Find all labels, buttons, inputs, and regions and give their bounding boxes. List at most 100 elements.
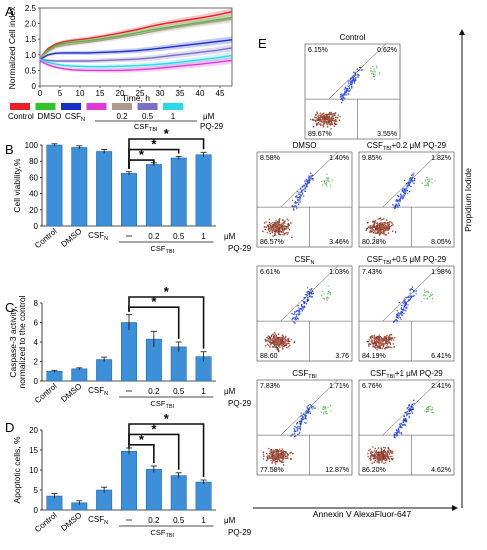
flow-dot <box>398 202 400 205</box>
flow-dot <box>410 295 412 297</box>
flow-dot <box>292 208 295 210</box>
flow-dot <box>389 221 391 223</box>
flow-dot <box>275 451 277 454</box>
flow-dot <box>347 81 349 83</box>
flow-dot <box>308 182 310 184</box>
quadrant-ll: 86.20% <box>362 467 386 474</box>
flow-dot <box>407 192 409 195</box>
flow-dot <box>330 185 332 187</box>
flow-dot <box>403 415 405 417</box>
flow-dot <box>301 190 303 192</box>
flow-dot <box>383 228 385 230</box>
flow-dot <box>348 80 350 82</box>
flow-dot <box>353 75 355 77</box>
flow-dot <box>276 449 279 451</box>
bar <box>46 144 63 227</box>
flow-dot <box>356 74 358 76</box>
flow-dot <box>431 409 433 411</box>
flow-dot <box>378 223 380 225</box>
flow-dot <box>280 226 283 229</box>
flow-dot <box>382 454 385 456</box>
flow-dot <box>311 296 313 298</box>
flow-dot <box>304 422 306 424</box>
flow-dot <box>330 123 332 126</box>
xtick-label-dose: 0.2 <box>148 232 160 241</box>
flow-dot <box>403 179 406 181</box>
flow-dot <box>283 451 285 453</box>
flow-dot <box>277 451 279 453</box>
flow-dot <box>294 205 296 207</box>
flow-dot <box>401 198 404 200</box>
flow-dot <box>273 332 276 334</box>
flow-dot <box>300 188 302 190</box>
flow-dot <box>379 71 381 74</box>
flow-dot <box>316 111 318 113</box>
flow-dot <box>379 454 382 457</box>
flow-dot <box>293 341 296 343</box>
quadrant-ll: 89.67% <box>308 131 332 138</box>
flow-y-arrowhead <box>459 29 465 35</box>
flow-dot <box>269 224 272 226</box>
flow-dot <box>382 225 385 228</box>
flow-dot <box>333 112 335 115</box>
xtick-label-a: 20 <box>116 89 125 98</box>
flow-dot <box>272 226 274 228</box>
flow-dot <box>277 340 279 343</box>
flow-dot <box>282 219 284 221</box>
flow-dot <box>271 346 274 348</box>
flow-dot <box>373 222 375 224</box>
series-band-a <box>40 36 232 61</box>
flow-dot <box>279 226 281 228</box>
flow-dot <box>303 185 305 187</box>
flow-dot <box>305 178 308 181</box>
flow-dot <box>292 317 294 320</box>
flow-dot <box>278 220 280 222</box>
flow-dot <box>385 227 388 229</box>
flow-dot <box>420 300 423 302</box>
flow-dot <box>385 459 387 462</box>
flow-dot <box>326 117 328 120</box>
flow-dot <box>404 303 406 305</box>
quadrant-lr: 6.41% <box>431 353 451 360</box>
flow-dot <box>302 416 304 418</box>
flow-dot <box>374 229 376 232</box>
ytick-label: 20 <box>29 426 38 435</box>
flow-plot: 7.43% 1.98%84.19% 6.41%CSFTBI+0.5 μM PQ-29 <box>358 255 455 362</box>
flow-dot <box>289 452 292 454</box>
flow-dot <box>349 80 351 82</box>
flow-dot <box>321 119 323 121</box>
flow-dot <box>397 317 399 319</box>
flow-dot <box>310 291 313 294</box>
flow-dot <box>287 342 289 344</box>
flow-dot <box>380 341 382 343</box>
flow-dot <box>352 78 355 80</box>
flow-dot <box>304 190 306 192</box>
flow-dot <box>375 338 377 341</box>
flow-dot <box>263 455 265 457</box>
flow-dot <box>388 452 390 455</box>
flow-dot <box>403 192 405 194</box>
bar <box>170 346 187 382</box>
flow-dot <box>321 294 323 297</box>
flow-dot <box>294 312 296 314</box>
flow-dot <box>374 337 376 339</box>
flow-plot-title: CSFTBI <box>292 369 317 380</box>
flow-dot <box>382 456 385 458</box>
flow-dot <box>403 310 405 312</box>
flow-dot <box>355 77 357 79</box>
xtick-label-a: 40 <box>196 89 205 98</box>
flow-dot <box>401 197 403 199</box>
flow-dot <box>328 290 330 293</box>
flow-dot <box>276 459 278 461</box>
flow-dot <box>272 230 274 232</box>
flow-dot <box>386 347 388 349</box>
flow-dot <box>290 435 292 437</box>
flow-dot <box>401 314 403 316</box>
flow-plot-title: Control <box>340 33 366 42</box>
flow-dot <box>369 455 372 457</box>
flow-dot <box>304 188 307 190</box>
flow-dot <box>327 180 329 182</box>
flow-dot <box>275 456 277 458</box>
flow-dot <box>295 314 298 316</box>
flow-dot <box>281 227 284 229</box>
